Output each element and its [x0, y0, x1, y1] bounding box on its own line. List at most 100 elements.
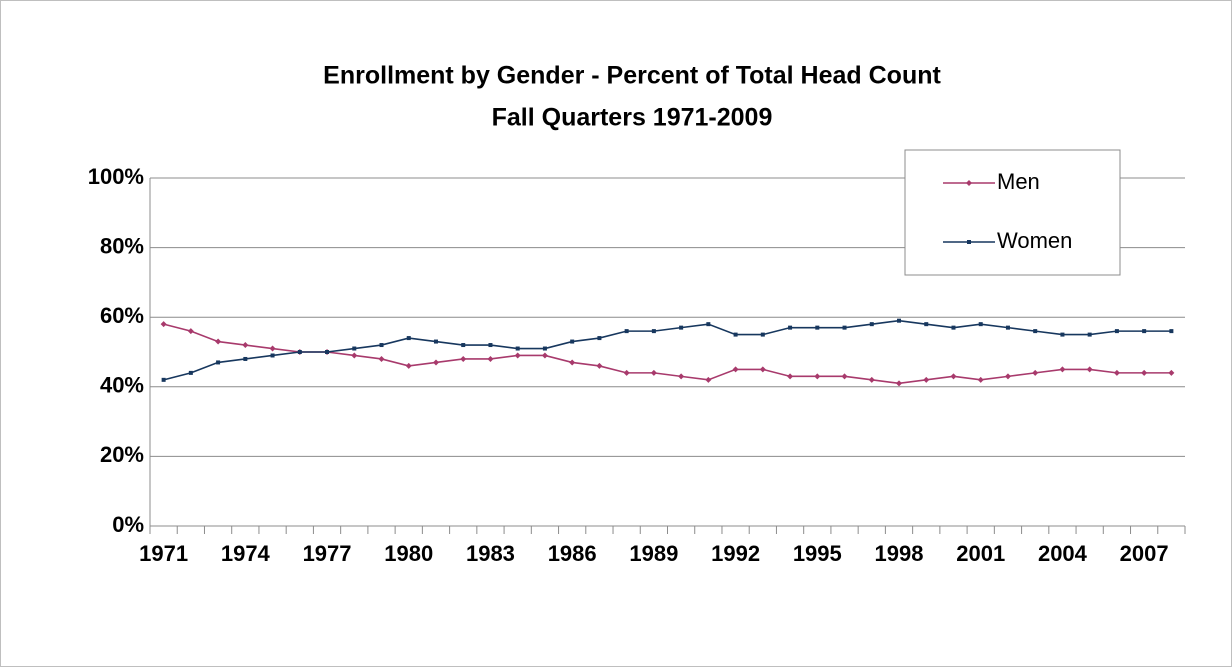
data-point — [977, 376, 984, 383]
series-line — [163, 323, 1172, 385]
data-point — [814, 373, 821, 380]
data-point — [379, 343, 384, 348]
data-point — [1087, 332, 1092, 337]
y-tick-label: 60% — [100, 303, 144, 328]
data-point — [243, 356, 248, 361]
data-point — [788, 325, 793, 330]
data-point — [1141, 369, 1148, 376]
data-point — [596, 362, 603, 369]
data-point — [1004, 373, 1011, 380]
x-tick-label: 2001 — [956, 541, 1005, 566]
x-tick-label: 1989 — [629, 541, 678, 566]
x-tick-label: 2007 — [1120, 541, 1169, 566]
data-point — [1114, 329, 1119, 334]
data-point — [1086, 366, 1093, 373]
x-tick-label: 1995 — [793, 541, 842, 566]
data-point — [597, 336, 602, 341]
data-point — [188, 370, 193, 375]
x-tick-label: 1974 — [221, 541, 271, 566]
x-tick-label: 1986 — [548, 541, 597, 566]
data-point — [1033, 329, 1038, 334]
data-point — [842, 325, 847, 330]
x-tick-label: 1998 — [875, 541, 924, 566]
data-point — [460, 355, 467, 362]
y-tick-label: 40% — [100, 373, 144, 398]
data-point — [515, 346, 520, 351]
data-point — [215, 338, 222, 345]
data-point — [624, 329, 629, 334]
y-tick-label: 100% — [88, 164, 144, 189]
x-tick-label: 1977 — [303, 541, 352, 566]
data-point — [1032, 369, 1039, 376]
data-point — [923, 376, 930, 383]
legend-box — [904, 149, 1121, 276]
data-point — [1113, 369, 1120, 376]
data-point — [868, 376, 875, 383]
data-point — [1059, 366, 1066, 373]
data-point — [432, 359, 439, 366]
x-tick-label: 1980 — [384, 541, 433, 566]
data-point — [896, 380, 903, 387]
data-point — [951, 325, 956, 330]
data-point — [514, 352, 521, 359]
data-point — [1169, 329, 1174, 334]
data-point — [679, 325, 684, 330]
chart-title: Enrollment by Gender - Percent of Total … — [323, 62, 941, 90]
data-point — [405, 362, 412, 369]
data-point — [705, 376, 712, 383]
data-point — [351, 352, 358, 359]
data-point — [623, 369, 630, 376]
data-point — [841, 373, 848, 380]
legend-marker — [966, 180, 972, 186]
data-point — [406, 336, 411, 341]
data-point — [488, 343, 493, 348]
data-point — [570, 339, 575, 344]
data-point — [759, 366, 766, 373]
data-point — [978, 322, 983, 327]
data-point — [378, 355, 385, 362]
x-tick-label: 1992 — [711, 541, 760, 566]
data-point — [269, 345, 276, 352]
data-point — [897, 318, 902, 323]
chart-subtitle: Fall Quarters 1971-2009 — [492, 104, 773, 132]
data-point — [732, 366, 739, 373]
data-point — [706, 322, 711, 327]
x-tick-label: 2004 — [1038, 541, 1088, 566]
data-point — [1142, 329, 1147, 334]
data-point — [160, 321, 167, 328]
data-point — [542, 346, 547, 351]
data-point — [216, 360, 221, 365]
data-point — [433, 339, 438, 344]
data-point — [869, 322, 874, 327]
data-point — [187, 328, 194, 335]
data-point — [161, 377, 166, 382]
data-point — [1168, 369, 1175, 376]
x-tick-label: 1983 — [466, 541, 515, 566]
y-tick-label: 80% — [100, 233, 144, 258]
legend-marker — [967, 240, 971, 244]
data-point — [950, 373, 957, 380]
data-point — [325, 350, 330, 354]
data-point — [242, 342, 249, 349]
data-point — [651, 329, 656, 334]
data-point — [541, 352, 548, 359]
data-point — [650, 369, 657, 376]
legend-label: Men — [997, 169, 1040, 194]
data-point — [297, 350, 302, 354]
data-point — [924, 322, 929, 327]
y-tick-label: 0% — [112, 512, 144, 537]
data-point — [815, 325, 820, 330]
data-point — [461, 343, 466, 348]
data-point — [733, 332, 738, 337]
data-point — [1060, 332, 1065, 337]
data-point — [270, 353, 275, 358]
data-point — [569, 359, 576, 366]
data-point — [760, 332, 765, 337]
data-point — [787, 373, 794, 380]
data-point — [352, 346, 357, 351]
series-line — [163, 319, 1172, 381]
data-point — [678, 373, 685, 380]
data-point — [1005, 325, 1010, 330]
data-point — [487, 355, 494, 362]
